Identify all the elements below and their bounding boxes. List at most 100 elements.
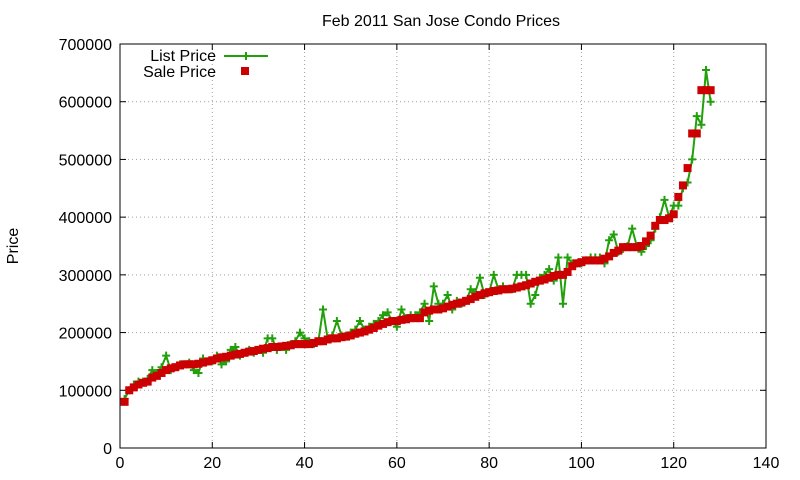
sale-price-point: [660, 216, 669, 225]
sale-price-point: [295, 340, 304, 349]
legend-marker-sale-price: [241, 67, 249, 75]
sale-price-point: [411, 314, 420, 323]
sale-price-point: [383, 318, 392, 327]
sale-price-point: [480, 289, 489, 298]
list-price-point: [692, 112, 701, 121]
sale-price-point: [291, 340, 300, 349]
sale-price-point: [148, 373, 157, 382]
list-price-point: [660, 195, 669, 204]
sale-price-point: [152, 371, 161, 380]
list-price-point: [706, 97, 715, 106]
x-tick-label: 0: [116, 455, 125, 472]
sale-price-point: [683, 164, 692, 173]
list-price-point: [231, 343, 240, 351]
sale-price-point: [355, 328, 364, 337]
sale-price-point: [642, 237, 651, 246]
sale-price-point: [263, 344, 272, 353]
sale-price-point: [157, 368, 166, 377]
sale-price-point: [305, 340, 314, 349]
list-price-point: [605, 236, 614, 245]
sale-price-point: [134, 380, 143, 389]
sale-price-point: [185, 360, 194, 369]
axis-ticks: 0 20 40 60 80 100 120 140 0 100000 200000 300000 400…: [59, 37, 780, 472]
sale-price-point: [609, 248, 618, 257]
sale-price-point: [688, 129, 697, 138]
sale-price-point: [203, 357, 212, 366]
sale-price-point: [323, 335, 332, 344]
sale-price-point: [194, 359, 203, 368]
list-price-point: [397, 305, 406, 314]
sale-price-point: [175, 361, 184, 370]
sale-price-point: [143, 377, 152, 386]
sale-price-point: [277, 342, 286, 351]
y-tick-label: 500000: [59, 152, 112, 169]
sale-price-point: [572, 259, 581, 268]
sale-price-point: [319, 337, 328, 346]
list-price-point: [194, 368, 203, 377]
sale-price-point: [628, 243, 637, 252]
y-axis-label: Price: [5, 228, 22, 265]
list-price-point: [628, 224, 637, 233]
sale-price-point: [531, 277, 540, 286]
sale-price-point: [212, 354, 221, 363]
x-tick-label: 120: [660, 455, 687, 472]
list-price-point: [489, 270, 498, 279]
sale-price-point: [439, 304, 447, 313]
sale-price-point: [591, 256, 600, 265]
sale-price-point: [309, 338, 318, 347]
sale-price-point: [259, 344, 268, 353]
sale-price-point: [420, 308, 429, 317]
sale-price-point: [392, 317, 401, 326]
sale-price-point: [618, 243, 627, 252]
sale-price-point: [623, 243, 632, 252]
sale-price-point: [494, 286, 503, 295]
sale-price-point: [231, 350, 240, 359]
list-price-point: [475, 273, 484, 282]
sale-price-point: [471, 292, 480, 301]
sale-price-point: [245, 347, 254, 356]
legend-label-sale-price: Sale Price: [143, 64, 216, 81]
sale-price-point: [582, 256, 591, 265]
sale-price-point: [600, 254, 609, 263]
sale-price-point: [332, 334, 341, 343]
sale-price-point: [655, 216, 664, 225]
list-price-point: [563, 253, 572, 262]
x-tick-label: 140: [753, 455, 780, 472]
sale-price-point: [162, 366, 171, 375]
list-price-point: [558, 299, 567, 308]
sale-price-point: [498, 285, 507, 294]
sale-price-point: [171, 363, 180, 372]
sale-price-point: [406, 314, 415, 323]
list-price-point: [379, 311, 388, 320]
sale-price-point: [674, 192, 683, 201]
list-price-point: [526, 299, 535, 308]
sale-price-point: [475, 291, 484, 300]
y-tick-label: 0: [103, 441, 112, 458]
sale-price-point: [360, 327, 369, 336]
sale-price-point: [282, 341, 291, 350]
sale-price-point: [235, 349, 244, 358]
sale-price-point: [586, 256, 595, 265]
sale-price-point: [535, 276, 544, 285]
sale-price-point: [139, 378, 148, 387]
sale-price-point: [540, 275, 549, 284]
list-price-point: [148, 366, 157, 375]
sale-price-point: [563, 267, 572, 276]
sale-price-point: [365, 325, 374, 334]
sale-price-point: [462, 296, 471, 305]
list-price-point: [332, 317, 341, 326]
sale-price-point: [166, 364, 175, 373]
sale-price-point: [272, 343, 281, 351]
sale-price-point: [254, 345, 263, 354]
sale-price-point: [346, 331, 355, 340]
sale-price-point: [429, 305, 438, 314]
sale-price-point: [208, 356, 217, 365]
sale-price-point: [434, 305, 443, 314]
list-price-point: [702, 65, 711, 74]
sale-price-point: [605, 252, 614, 261]
sale-price-point: [669, 210, 678, 219]
y-tick-label: 200000: [59, 326, 112, 343]
sale-price-point: [508, 284, 517, 293]
sale-price-point: [397, 315, 406, 324]
list-price-point: [522, 270, 531, 279]
